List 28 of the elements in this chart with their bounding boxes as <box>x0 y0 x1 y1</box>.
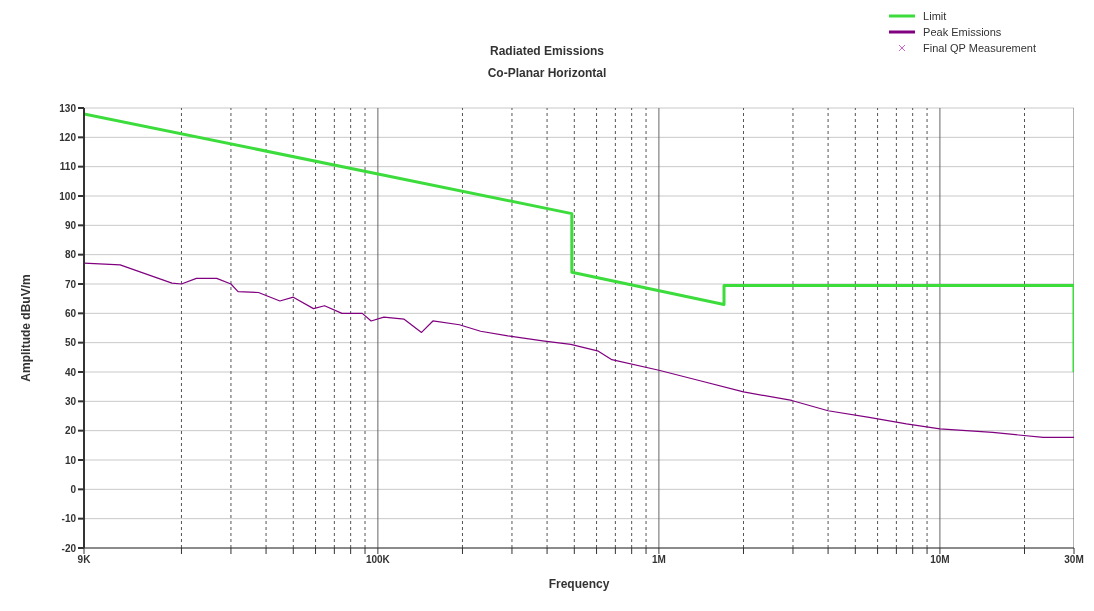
y-tick-label: 80 <box>64 249 77 261</box>
x-axis-title: Frequency <box>548 577 610 591</box>
x-tick-label: 1M <box>651 554 666 566</box>
y-tick-label: 120 <box>59 131 77 143</box>
y-tick-label: 130 <box>59 102 77 114</box>
legend-label: Peak Emissions <box>923 26 1002 38</box>
y-tick-label: 20 <box>64 425 77 437</box>
y-tick-label: 100 <box>59 190 77 202</box>
y-tick-label: 90 <box>64 219 77 231</box>
y-tick-label: 30 <box>64 395 77 407</box>
y-tick-label: 10 <box>64 454 77 466</box>
x-tick-label: 10M <box>930 554 950 566</box>
y-tick-label: -10 <box>61 513 77 525</box>
y-tick-label: 50 <box>64 337 77 349</box>
y-tick-label: 70 <box>64 278 77 290</box>
y-tick-label: -20 <box>61 542 77 554</box>
x-tick-label: 30M <box>1064 554 1084 566</box>
y-tick-label: 110 <box>59 161 77 173</box>
y-tick-label: 60 <box>64 307 77 319</box>
y-tick-label: 0 <box>70 483 77 495</box>
legend-label: Final QP Measurement <box>923 42 1036 54</box>
y-axis-title: Amplitude dBuV/m <box>19 274 34 382</box>
y-tick-label: 40 <box>64 366 77 378</box>
legend-label: Limit <box>923 10 947 22</box>
x-tick-label: 9K <box>77 554 92 566</box>
chart-subtitle: Co-Planar Horizontal <box>486 66 608 80</box>
chart-title: Radiated Emissions <box>489 44 605 58</box>
x-tick-label: 100K <box>365 554 391 566</box>
